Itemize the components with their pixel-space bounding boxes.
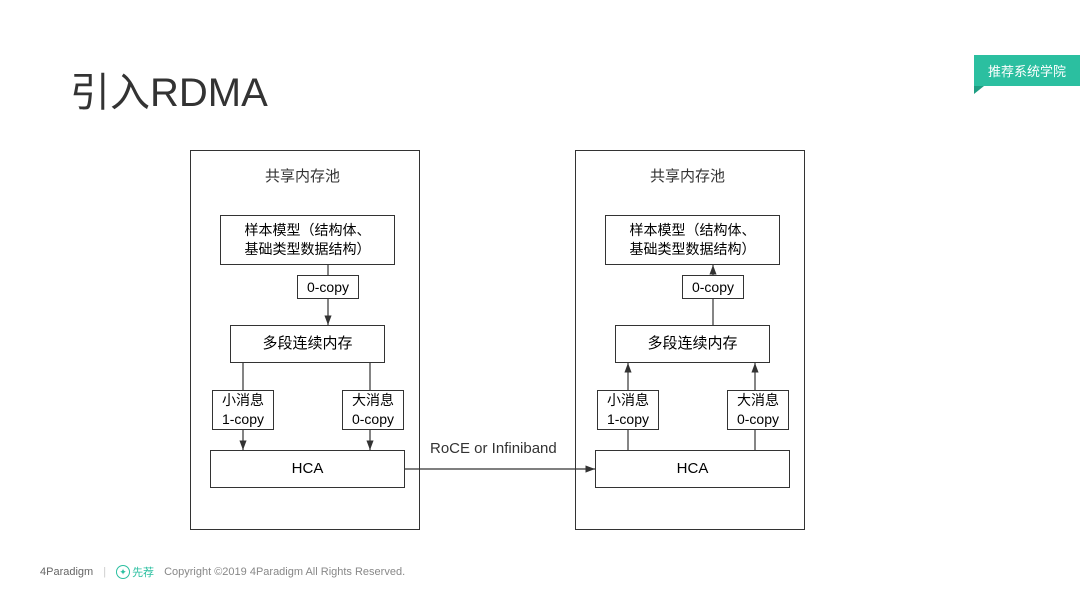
- node-zcopy_l: 0-copy: [297, 275, 359, 299]
- node-mem_r: 多段连续内存: [615, 325, 770, 363]
- corner-badge: 推荐系统学院: [974, 55, 1080, 86]
- logo-xianjian-text: 先荐: [132, 564, 154, 580]
- copyright-text: Copyright ©2019 4Paradigm All Rights Res…: [164, 566, 405, 578]
- node-msg0_r: 大消息 0-copy: [727, 390, 789, 430]
- node-msg1_r: 小消息 1-copy: [597, 390, 659, 430]
- node-zcopy_r: 0-copy: [682, 275, 744, 299]
- node-hca_r: HCA: [595, 450, 790, 488]
- pool-label-left: 共享内存池: [265, 165, 340, 186]
- node-hca_l: HCA: [210, 450, 405, 488]
- node-model_l: 样本模型（结构体、 基础类型数据结构）: [220, 215, 395, 265]
- logo-icon: ✦: [116, 565, 130, 579]
- node-msg1_l: 小消息 1-copy: [212, 390, 274, 430]
- page-title: 引入RDMA: [70, 60, 268, 118]
- pool-right: [575, 150, 805, 530]
- node-model_r: 样本模型（结构体、 基础类型数据结构）: [605, 215, 780, 265]
- pool-label-right: 共享内存池: [650, 165, 725, 186]
- node-msg0_l: 大消息 0-copy: [342, 390, 404, 430]
- pool-left: [190, 150, 420, 530]
- logo-xianjian: ✦ 先荐: [116, 564, 154, 580]
- node-mem_l: 多段连续内存: [230, 325, 385, 363]
- logo-4paradigm: 4Paradigm: [40, 566, 93, 578]
- footer: 4Paradigm | ✦ 先荐 Copyright ©2019 4Paradi…: [40, 564, 405, 580]
- link-label: RoCE or Infiniband: [430, 440, 557, 457]
